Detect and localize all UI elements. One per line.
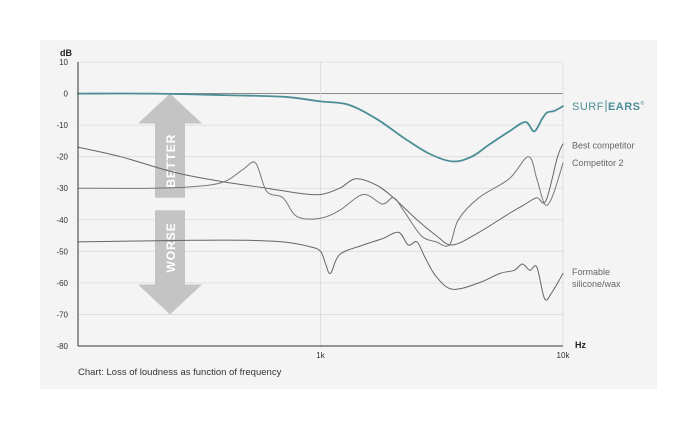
grid (78, 61, 564, 346)
y-tick-label: -50 (56, 247, 68, 256)
better-label: BETTER (164, 134, 178, 188)
chart-caption: Chart: Loss of loudness as function of f… (78, 367, 282, 378)
series-line-surfears (77, 92, 564, 163)
brand-surf: SURF (572, 101, 604, 113)
y-tick-label: -40 (56, 216, 68, 225)
y-tick-label: -60 (56, 279, 68, 288)
better-worse-arrows: BETTER WORSE (138, 93, 202, 315)
x-tick-label: 10k (557, 351, 571, 360)
series-label-best-competitor: Best competitor (572, 141, 635, 151)
y-tick-label: -80 (56, 342, 68, 351)
y-axis-label: dB (60, 48, 72, 58)
y-tick-label: -10 (56, 121, 68, 130)
series-label-formable-line2: silicone/wax (572, 279, 621, 289)
y-tick-label: 0 (64, 90, 69, 99)
x-tick-label: 1k (316, 351, 325, 360)
brand-registered: ® (641, 100, 645, 107)
y-tick-label: -20 (56, 153, 68, 162)
y-tick-label: -30 (56, 184, 68, 193)
y-tick-label: 10 (59, 58, 68, 67)
series-lines (77, 92, 564, 301)
worse-arrow (138, 210, 202, 315)
brand-ears: EARS (608, 101, 641, 113)
axes: 10 0 -10 -20 -30 -40 -50 -60 -70 -80 1k 10k dB Hz (56, 48, 586, 360)
better-arrow (138, 93, 202, 198)
series-label-formable-line1: Formable (572, 267, 610, 277)
series-label-surfears: SURF EARS® (572, 100, 645, 113)
x-axis-label: Hz (575, 340, 586, 350)
series-line-competitor-2 (77, 156, 564, 247)
series-labels: SURF EARS® Best competitor Competitor 2 Form… (572, 100, 645, 289)
series-line-formable-silicone-wax (77, 231, 564, 301)
worse-label: WORSE (164, 222, 178, 272)
series-label-competitor-2: Competitor 2 (572, 158, 624, 168)
chart-panel (40, 40, 657, 389)
y-tick-label: -70 (56, 310, 68, 319)
